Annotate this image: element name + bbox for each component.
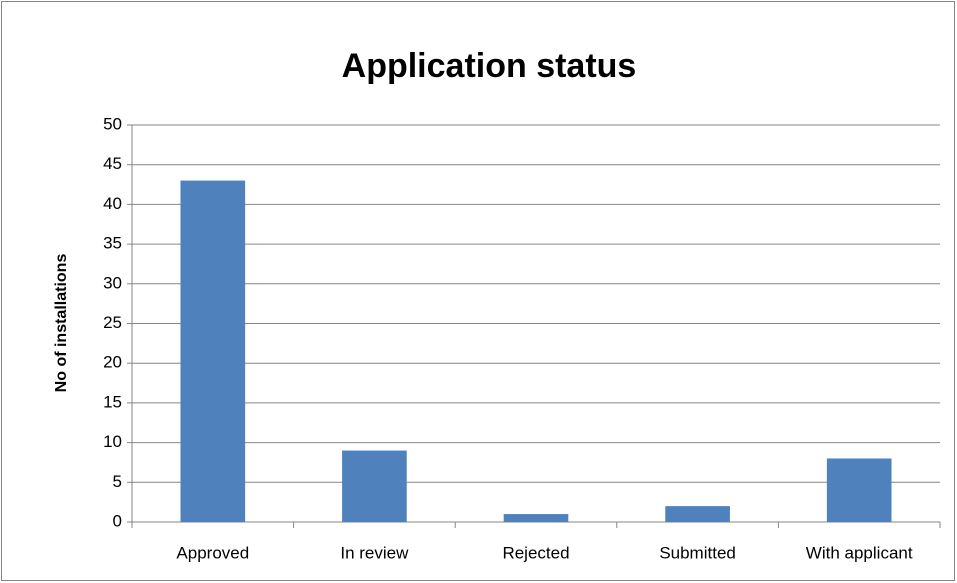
bar	[826, 458, 892, 522]
y-tick-label: 20	[103, 353, 122, 372]
y-tick-label: 25	[103, 313, 122, 332]
y-tick-label: 45	[103, 154, 122, 173]
y-tick-label: 5	[113, 472, 122, 491]
y-tick-label: 15	[103, 392, 122, 411]
bar	[342, 450, 407, 522]
bar	[503, 514, 569, 522]
bar	[665, 506, 730, 522]
y-tick-label: 40	[103, 194, 122, 213]
y-tick-label: 35	[103, 234, 122, 253]
y-tick-label: 30	[103, 273, 122, 292]
y-tick-label: 10	[103, 432, 122, 451]
bar	[180, 180, 246, 522]
x-tick-label: Submitted	[659, 543, 736, 562]
x-tick-label: Rejected	[502, 543, 569, 562]
x-tick-label: With applicant	[806, 543, 913, 562]
x-tick-label: Approved	[176, 543, 249, 562]
y-axis-label: No of installations	[53, 254, 70, 393]
chart-title: Application status	[342, 47, 637, 85]
y-tick-label: 50	[103, 114, 122, 133]
y-tick-label: 0	[113, 511, 122, 530]
x-tick-label: In review	[340, 543, 409, 562]
